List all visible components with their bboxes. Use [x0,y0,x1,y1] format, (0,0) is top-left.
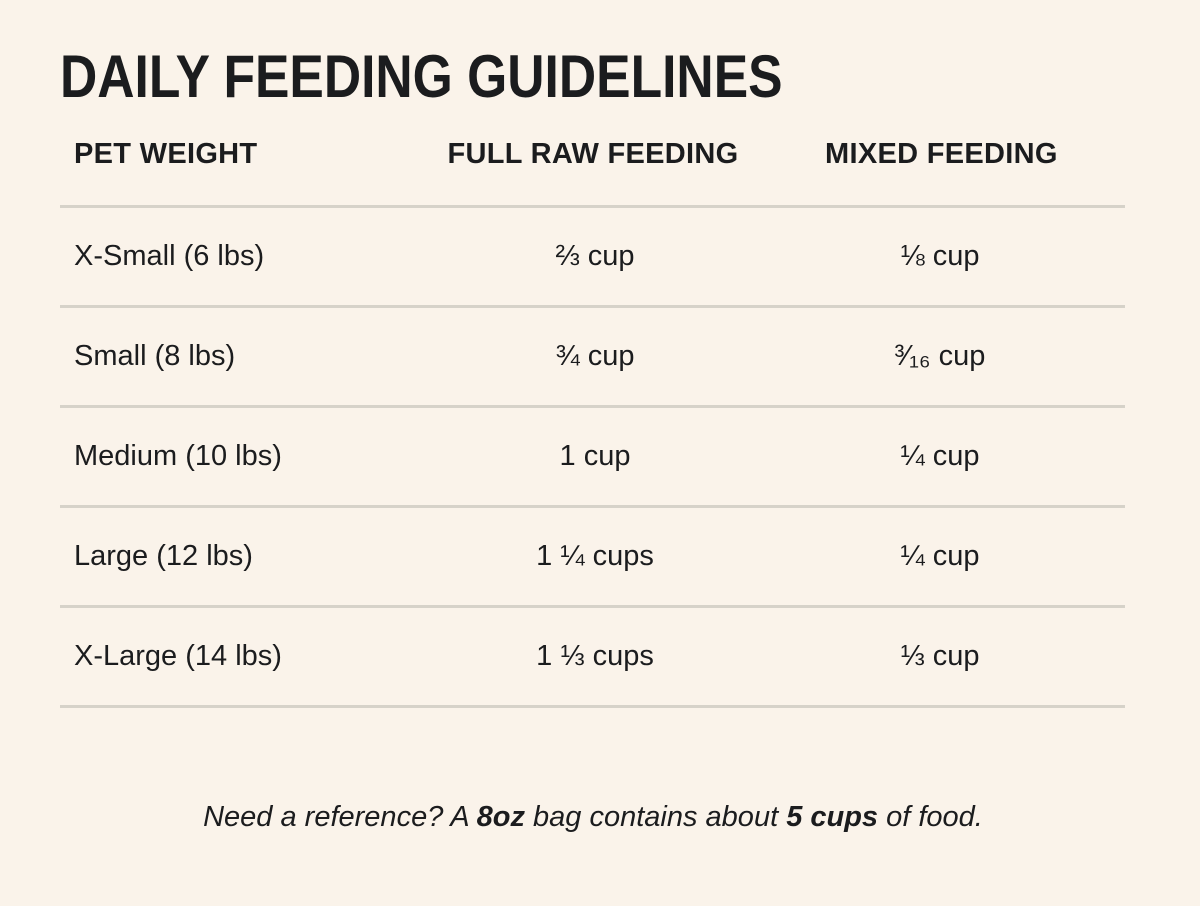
header-pet-weight: PET WEIGHT [74,138,258,170]
table-row: Medium (10 lbs) 1 cup ¼ cup [60,408,1125,508]
table-row: Small (8 lbs) ¾ cup ³⁄₁₆ cup [60,308,1125,408]
cell-full-raw: 1 ¼ cups [536,540,654,572]
cell-mixed: ⅛ cup [900,240,980,272]
header-full-raw-feeding: FULL RAW FEEDING [447,138,739,170]
note-text-3: of food. [878,801,983,833]
feeding-table: PET WEIGHT FULL RAW FEEDING MIXED FEEDIN… [60,110,1125,708]
cell-full-raw: ⅔ cup [555,240,635,272]
cell-mixed: ⅓ cup [900,640,980,672]
note-cups: 5 cups [786,801,879,833]
cell-full-raw: 1 ⅓ cups [536,640,654,672]
cell-full-raw: 1 cup [559,440,631,472]
cell-pet-weight: Small (8 lbs) [74,340,236,372]
table-row: X-Large (14 lbs) 1 ⅓ cups ⅓ cup [60,608,1125,708]
cell-pet-weight: X-Small (6 lbs) [74,240,265,272]
note-bag-size: 8oz [476,801,525,833]
reference-note: Need a reference? A 8oz bag contains abo… [0,795,1186,839]
table-row: Large (12 lbs) 1 ¼ cups ¼ cup [60,508,1125,608]
cell-pet-weight: Large (12 lbs) [74,540,253,572]
cell-full-raw: ¾ cup [555,340,635,372]
cell-mixed: ¼ cup [900,440,980,472]
cell-mixed: ¼ cup [900,540,980,572]
cell-pet-weight: Medium (10 lbs) [74,440,282,472]
cell-mixed: ³⁄₁₆ cup [894,340,986,372]
table-row: X-Small (6 lbs) ⅔ cup ⅛ cup [60,208,1125,308]
header-mixed-feeding: MIXED FEEDING [825,138,1058,170]
table-header: PET WEIGHT FULL RAW FEEDING MIXED FEEDIN… [60,110,1125,208]
cell-pet-weight: X-Large (14 lbs) [74,640,282,672]
page-title: DAILY FEEDING GUIDELINES [60,43,783,110]
note-text-2: bag contains about [524,801,787,833]
note-text-1: Need a reference? A [203,801,477,833]
